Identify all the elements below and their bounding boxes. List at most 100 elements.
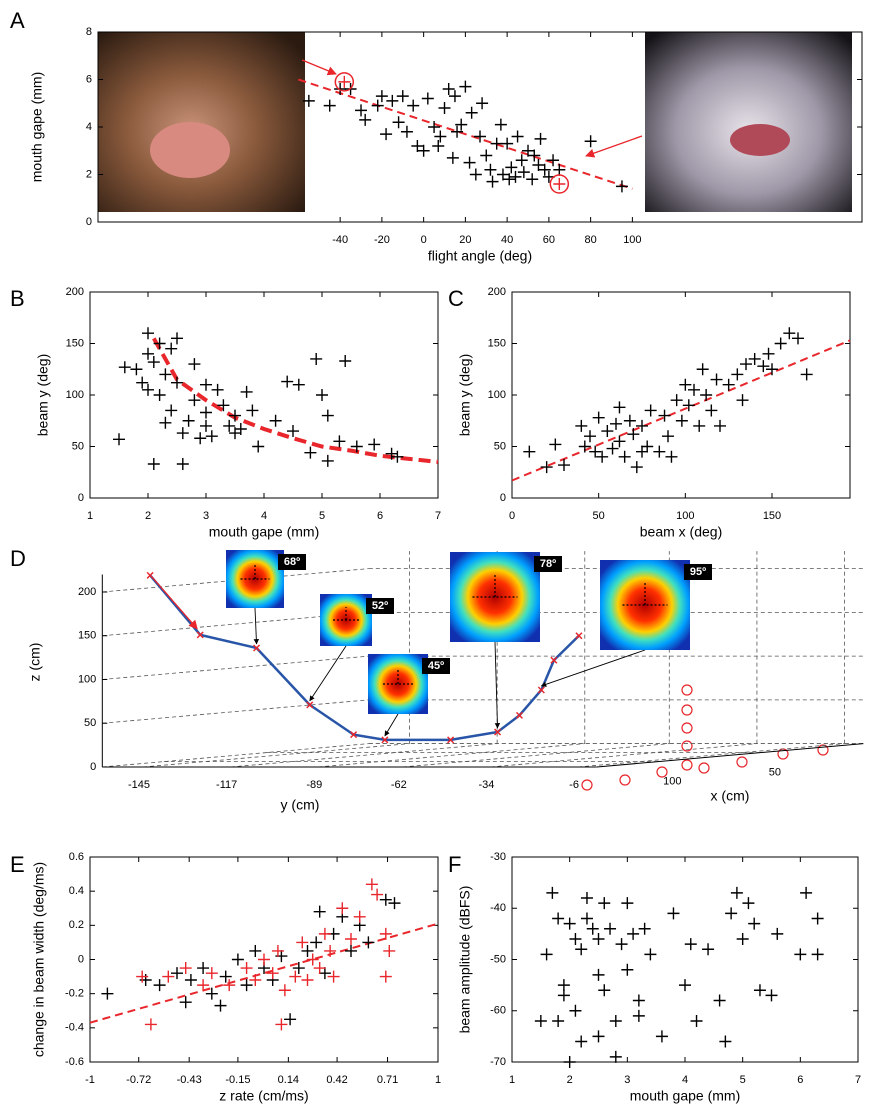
data-point [589,445,602,458]
x-tick-label: 150 [763,510,781,522]
data-point [638,922,651,935]
data-point [794,948,807,961]
data-point [350,440,363,453]
y-tick-label: 50 [494,440,506,452]
data-point [392,116,405,129]
y-tick-label: 4 [86,121,92,133]
data-point [231,953,244,966]
y-axis-label: beam y (deg) [35,354,51,436]
y-tick-label: 200 [66,286,84,298]
data-point [552,912,565,925]
data-point [292,962,305,975]
data-point [722,378,735,391]
beam-label-box [684,564,712,580]
data-point [486,175,499,188]
x-tick-label: 0 [509,510,515,522]
data-point [800,368,813,381]
data-point [748,917,761,930]
data-point [292,378,305,391]
data-point [375,90,388,103]
data-point [200,419,212,432]
data-point [586,922,599,935]
trajectory-marker [306,701,314,709]
x-tick-label: 5 [740,1074,746,1086]
data-point [324,944,337,957]
y-axis-label: beam amplitude (dBFS) [457,886,473,1034]
x-tick-label: 7 [435,510,441,522]
data-point [771,927,784,940]
data-point [385,447,398,460]
data-point [179,996,192,1009]
data-point [301,944,314,957]
data-point [345,944,357,957]
y-axis-label: y (cm) [281,797,320,813]
data-point [762,347,775,360]
data-point [391,450,404,463]
data-point [557,989,570,1002]
trajectory-marker [537,686,545,694]
data-point [136,376,149,389]
data-point [301,974,314,986]
x-tick-label: 0.14 [278,1074,299,1086]
data-point [321,409,334,422]
data-point [362,936,375,949]
data-point [575,943,588,956]
data-point [240,385,253,398]
beam-arrow [540,649,646,687]
data-point [613,401,626,414]
trajectory-marker [350,731,358,739]
data-point [627,927,640,940]
y-axis-label: change in beam width (deg/ms) [31,862,47,1057]
data-point [229,409,241,422]
bat-photo-left [98,32,305,212]
data-point [644,404,657,417]
data-point [503,173,516,186]
y-tick-label: 200 [488,286,506,298]
data-point [658,409,671,422]
x-axis-label: mouth gape (mm) [209,524,319,540]
data-point [702,943,715,956]
x-tick-label: 6 [377,510,383,522]
fit-line [511,339,851,482]
data-point [188,358,201,371]
y-tick-label: 0 [78,492,84,504]
plot-frame [511,291,851,499]
data-point [636,445,648,458]
trajectory-marker [253,644,261,652]
data-point [249,974,262,986]
x-tick-label: -40 [332,234,348,246]
data-point [604,922,617,935]
data-point [333,435,346,448]
data-point [496,168,509,181]
data-point [200,406,212,419]
data-point [355,104,368,117]
panel-label: E [10,852,25,877]
data-point [632,1009,645,1022]
data-point [434,130,447,143]
x-tick-label: 50 [593,510,605,522]
data-point [592,968,605,981]
data-point [142,327,154,340]
data-point [679,378,692,391]
data-point [139,974,152,986]
beam-axis [383,669,413,685]
data-point [469,168,482,181]
data-point [162,970,175,983]
floor-grid-line [490,743,757,768]
fit-line [89,922,439,1024]
z-tick-label: 200 [78,586,96,598]
y-tick-label: 0.6 [69,851,84,863]
data-point [269,414,282,427]
data-point [655,1030,668,1043]
data-point [575,419,588,432]
floor-grid-line [402,743,670,768]
data-point [240,962,253,975]
highlight-cross [338,75,351,88]
plot-frame [89,291,439,499]
beam-axis [472,574,518,598]
data-point [811,912,824,925]
data-point [719,1035,732,1048]
bat-photo-right [645,32,852,212]
data-point [463,156,476,169]
y-tick-label: -34 [478,779,494,791]
